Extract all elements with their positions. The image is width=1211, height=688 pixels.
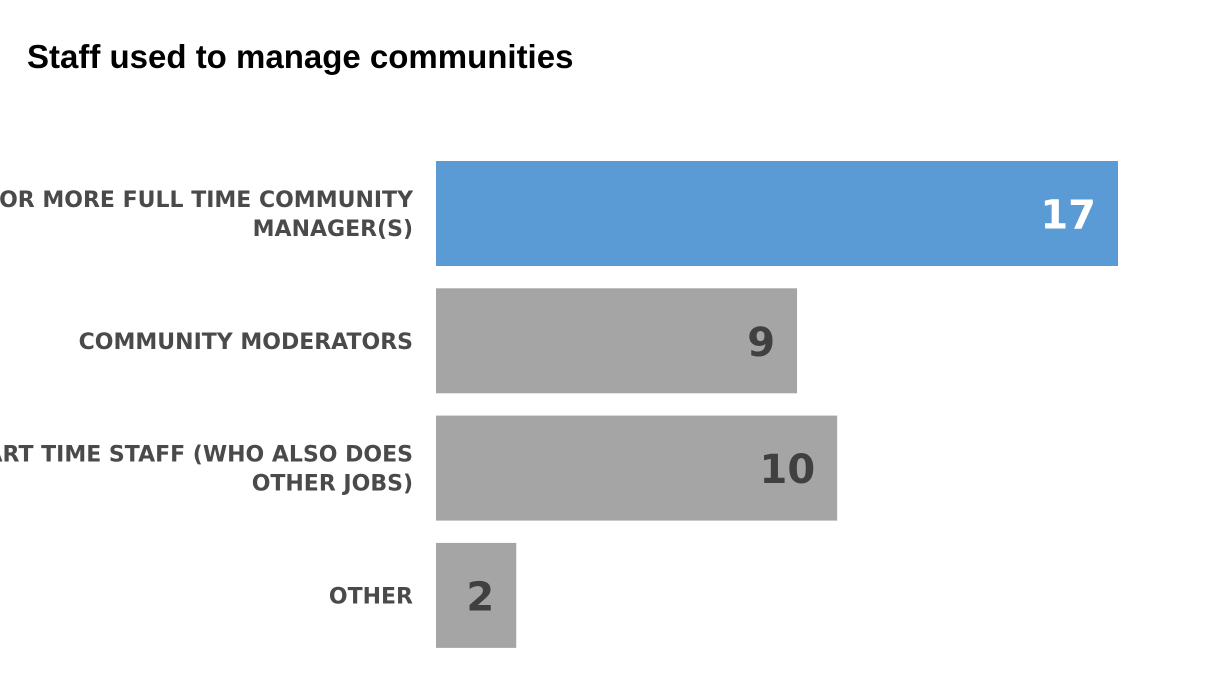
chart-title: Staff used to manage communities (27, 38, 574, 75)
category-label-1-part-time-staff-who-also-does-other-jobs: 1 PART TIME STAFF (WHO ALSO DOES OTHER JO… (0, 443, 413, 497)
bar-1-or-more-full-time-community-manager-s (436, 161, 1118, 266)
category-label-line: OTHER (329, 584, 413, 609)
category-label-other: OTHER (329, 584, 413, 609)
bar-1-part-time-staff-who-also-does-other-jobs (436, 415, 838, 521)
category-label-line: 1 PART TIME STAFF (WHO ALSO DOES (0, 443, 413, 468)
category-label-line: COMMUNITY MODERATORS (79, 330, 413, 355)
category-label-line: MANAGER(S) (253, 217, 413, 242)
category-label-line: 1 OR MORE FULL TIME COMMUNITY (0, 188, 414, 213)
value-label-1-or-more-full-time-community-manager-s: 17 (1040, 193, 1096, 239)
bar-other (436, 542, 517, 648)
category-label-1-or-more-full-time-community-manager-s: 1 OR MORE FULL TIME COMMUNITY MANAGER(S) (0, 188, 414, 242)
value-label-other: 2 (466, 574, 494, 620)
bar-community-moderators (436, 288, 798, 394)
value-label-community-moderators: 9 (747, 320, 775, 366)
category-label-line: OTHER JOBS) (252, 472, 413, 497)
value-label-1-part-time-staff-who-also-does-other-jobs: 10 (760, 447, 816, 493)
category-label-community-moderators: COMMUNITY MODERATORS (79, 330, 413, 355)
